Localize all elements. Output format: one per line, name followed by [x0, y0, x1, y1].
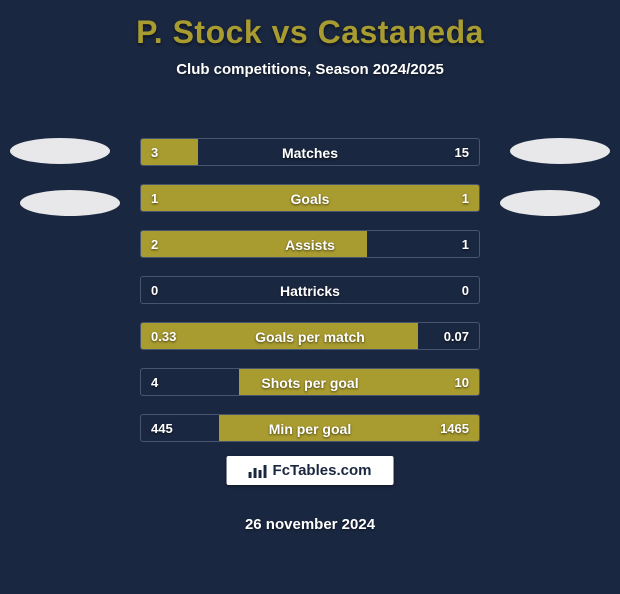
stat-value-right: 0.07	[444, 323, 469, 350]
stat-row-matches: 3 Matches 15	[140, 138, 480, 166]
stat-label: Hattricks	[141, 277, 479, 304]
footer-date: 26 november 2024	[0, 516, 620, 533]
stat-label: Assists	[141, 231, 479, 258]
page-title: P. Stock vs Castaneda	[0, 14, 620, 51]
stat-label: Goals per match	[141, 323, 479, 350]
stat-row-assists: 2 Assists 1	[140, 230, 480, 258]
stat-label: Min per goal	[141, 415, 479, 442]
stat-row-min-per-goal: 445 Min per goal 1465	[140, 414, 480, 442]
brand-badge: FcTables.com	[227, 456, 394, 485]
player-badge-left-1	[10, 138, 110, 164]
stat-row-hattricks: 0 Hattricks 0	[140, 276, 480, 304]
stat-row-shots-per-goal: 4 Shots per goal 10	[140, 368, 480, 396]
stat-row-goals: 1 Goals 1	[140, 184, 480, 212]
stat-row-goals-per-match: 0.33 Goals per match 0.07	[140, 322, 480, 350]
stats-container: 3 Matches 15 1 Goals 1 2 Assists 1 0 Hat…	[140, 138, 480, 460]
player-badge-left-2	[20, 190, 120, 216]
brand-label: FcTables.com	[273, 462, 372, 479]
stat-value-right: 1465	[440, 415, 469, 442]
stat-value-right: 10	[455, 369, 469, 396]
chart-bars-icon	[249, 464, 267, 478]
stat-value-right: 1	[462, 185, 469, 212]
player-badge-right-1	[510, 138, 610, 164]
stat-label: Matches	[141, 139, 479, 166]
stat-value-right: 0	[462, 277, 469, 304]
stat-value-right: 15	[455, 139, 469, 166]
stat-label: Goals	[141, 185, 479, 212]
player-badge-right-2	[500, 190, 600, 216]
page-subtitle: Club competitions, Season 2024/2025	[0, 61, 620, 78]
stat-label: Shots per goal	[141, 369, 479, 396]
stat-value-right: 1	[462, 231, 469, 258]
